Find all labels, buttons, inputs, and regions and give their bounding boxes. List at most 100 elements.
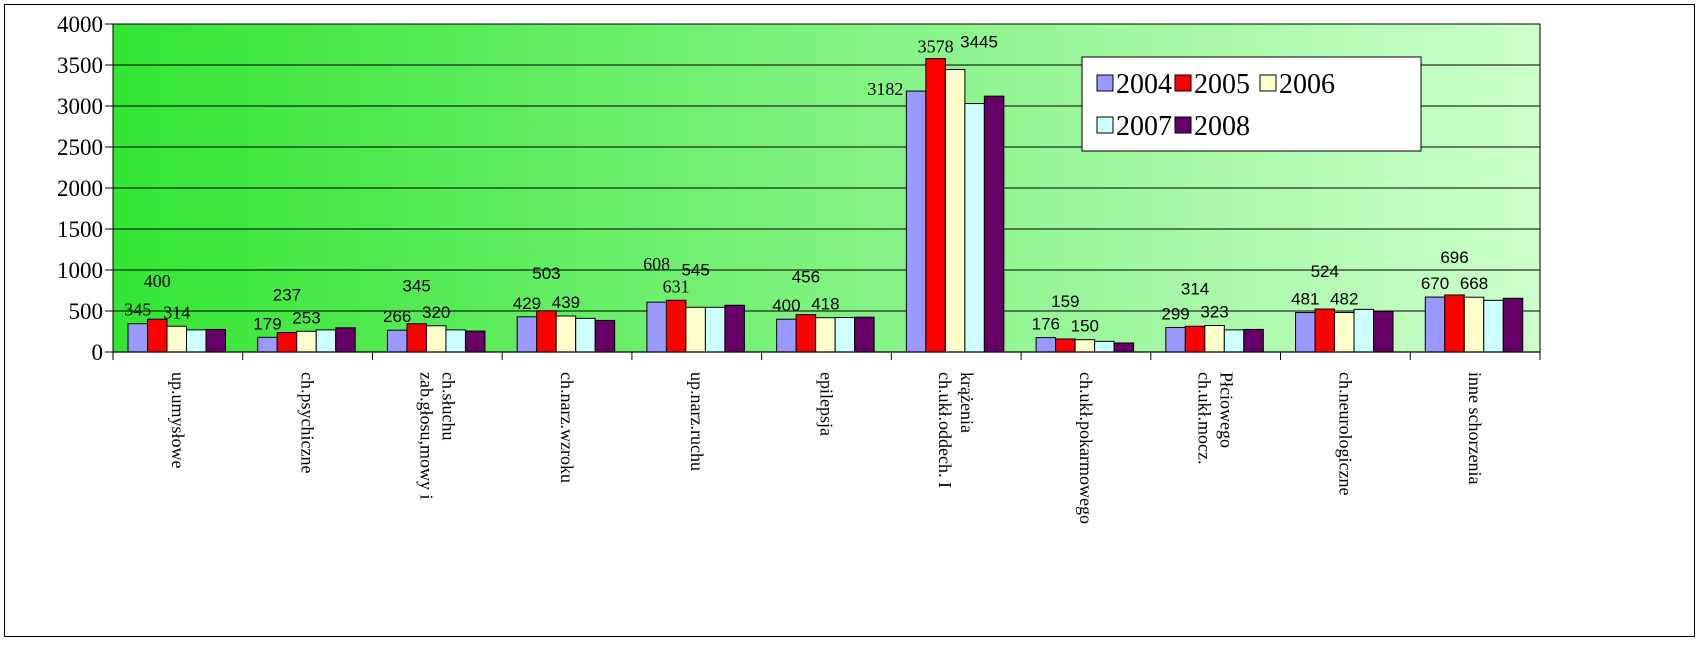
legend-swatch-2005 xyxy=(1174,74,1192,92)
data-label: 237 xyxy=(273,286,301,305)
data-label: 524 xyxy=(1311,262,1339,281)
data-label: 314 xyxy=(163,302,190,322)
y-tick-label: 2500 xyxy=(57,135,103,160)
bar-2006 xyxy=(944,69,966,353)
bar-2005 xyxy=(1055,338,1076,353)
bar-2008 xyxy=(335,327,356,353)
legend-swatch-2006 xyxy=(1259,74,1277,92)
data-label: 314 xyxy=(1181,279,1209,298)
bar-2006 xyxy=(296,330,317,353)
bar-2007 xyxy=(575,317,596,353)
bar-2004 xyxy=(646,301,667,353)
category-label: ch.neurologiczne xyxy=(1335,372,1355,495)
category-label: epilepsja xyxy=(817,372,837,436)
category-label: ch.ukł.oddech. I xyxy=(935,372,955,488)
bar-2008 xyxy=(594,319,616,353)
legend-label-2008: 2008 xyxy=(1194,111,1250,142)
bar-2006 xyxy=(1074,339,1096,353)
bar-2006 xyxy=(1463,296,1485,353)
bar-2008 xyxy=(1373,310,1394,353)
bar-2004 xyxy=(1165,326,1186,353)
bar-2004 xyxy=(1295,312,1316,353)
bar-2006 xyxy=(555,315,577,353)
bar-2005 xyxy=(1444,294,1465,353)
category-label: ch.słuchu xyxy=(438,372,458,440)
bar-2006 xyxy=(815,317,836,353)
data-label: 400 xyxy=(772,296,800,315)
category-label: ch.ukł.mocz. xyxy=(1195,372,1215,464)
data-label: 456 xyxy=(792,268,820,287)
data-label: 345 xyxy=(124,300,151,320)
bar-2007 xyxy=(445,329,466,353)
bar-2005 xyxy=(925,58,946,353)
data-label: 299 xyxy=(1161,304,1189,323)
bar-2007 xyxy=(1094,340,1115,353)
y-tick-label: 1000 xyxy=(57,258,103,283)
data-label: 429 xyxy=(513,294,541,313)
category-label: krążenia xyxy=(957,372,977,433)
category-label: ch.psychiczne xyxy=(298,372,318,473)
axes: 0 500 1000 1500 2000 2500 3000 3500 4000 up.umysł… xyxy=(57,12,1541,524)
category-label: Płciowego xyxy=(1217,372,1237,448)
category-label: up.narz.ruchu xyxy=(687,372,707,471)
y-tick-label: 4000 xyxy=(57,12,103,37)
legend-swatch-2007 xyxy=(1096,116,1114,134)
category-label: ch.ukł.pokarmowego xyxy=(1076,372,1096,524)
data-label: 323 xyxy=(1200,303,1228,322)
bar-2005 xyxy=(406,323,427,353)
bar-2007 xyxy=(315,329,337,353)
legend-box xyxy=(1081,56,1422,152)
data-label: 159 xyxy=(1051,292,1079,311)
bar-2008 xyxy=(464,330,486,353)
bar-2006 xyxy=(1204,325,1225,353)
y-tick-label: 500 xyxy=(69,299,104,324)
data-label: 545 xyxy=(681,260,709,279)
bar-2008 xyxy=(205,328,226,353)
y-tick-label: 3500 xyxy=(57,53,103,78)
legend-swatch-2008 xyxy=(1174,116,1192,134)
bar-2007 xyxy=(704,306,726,353)
legend-label-2005: 2005 xyxy=(1194,69,1250,100)
data-label: 608 xyxy=(643,254,670,274)
y-tick-label: 0 xyxy=(92,340,104,365)
y-tick-label: 2000 xyxy=(57,176,103,201)
bar-2007 xyxy=(1353,308,1375,353)
data-label: 503 xyxy=(532,264,560,283)
bar-2004 xyxy=(257,336,278,353)
bar-2005 xyxy=(276,332,298,353)
data-label: 3182 xyxy=(867,79,903,99)
data-label: 481 xyxy=(1291,290,1319,309)
bar-2004 xyxy=(905,90,927,353)
bar-2007 xyxy=(964,103,985,353)
data-label: 439 xyxy=(552,293,580,312)
data-label: 266 xyxy=(383,307,411,326)
bar-2007 xyxy=(1223,329,1245,353)
bar-2004 xyxy=(127,323,148,353)
legend: 2004 2005 2006 2007 2008 xyxy=(1081,56,1422,152)
data-label: 418 xyxy=(811,295,839,314)
bar-2005 xyxy=(1314,308,1336,353)
bar-2004 xyxy=(776,318,797,353)
category-label: zab.głosu,mowy i xyxy=(416,372,436,500)
data-label: 176 xyxy=(1032,315,1060,334)
data-label: 482 xyxy=(1330,289,1358,308)
data-label: 320 xyxy=(422,303,450,322)
bar-2005 xyxy=(147,318,168,353)
bar-2007 xyxy=(1483,299,1504,353)
bar-2008 xyxy=(854,316,875,353)
bar-2005 xyxy=(665,299,687,353)
data-label: 670 xyxy=(1421,274,1449,293)
bar-2007 xyxy=(834,317,856,353)
legend-label-2007: 2007 xyxy=(1116,111,1172,142)
bar-2005 xyxy=(795,314,817,353)
bar-2008 xyxy=(1502,297,1524,353)
data-label: 400 xyxy=(144,271,171,291)
bar-2004 xyxy=(1424,296,1446,353)
data-label: 345 xyxy=(403,277,431,296)
data-label: 631 xyxy=(663,276,690,296)
y-tick-label: 1500 xyxy=(57,217,103,242)
data-label: 150 xyxy=(1071,317,1099,336)
data-label: 179 xyxy=(253,314,281,333)
